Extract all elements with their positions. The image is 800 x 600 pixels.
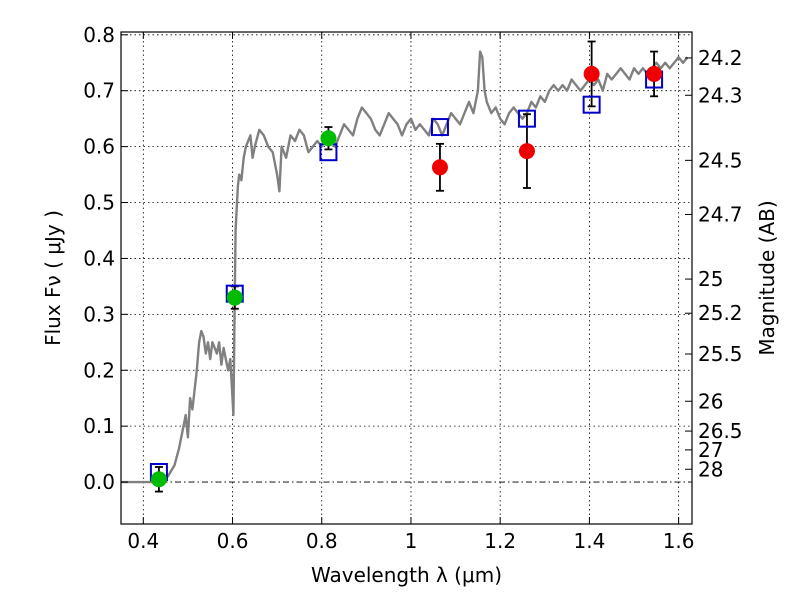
y-tick-label: 0.6 (83, 135, 115, 159)
x-tick-label: 1.4 (573, 529, 605, 553)
mag-tick-label: 26 (698, 389, 723, 413)
mag-tick-label: 27 (698, 438, 723, 462)
observed-point-green (150, 471, 167, 488)
x-tick-label: 1.6 (663, 529, 695, 553)
mag-tick-label: 24.3 (698, 83, 743, 107)
observed-point-red (518, 143, 535, 160)
y-tick-label: 0.5 (83, 191, 115, 215)
x-tick-label: 0.6 (217, 529, 249, 553)
x-tick-label: 1.2 (484, 529, 516, 553)
mag-tick-label: 24.5 (698, 148, 743, 172)
observed-point-layer (150, 65, 663, 488)
grid (121, 32, 692, 524)
mag-tick-label: 26.5 (698, 419, 743, 443)
mag-tick-label: 25.2 (698, 301, 743, 325)
mag-tick-label: 24.2 (698, 46, 743, 70)
model-band-box (582, 95, 601, 114)
x-tick-label: 0.8 (306, 529, 338, 553)
mag-tick-label: 28 (698, 457, 723, 481)
x-tick-label: 1 (405, 529, 418, 553)
y-tick-label: 0.3 (83, 302, 115, 326)
mag-tick-label: 24.7 (698, 202, 743, 226)
model-band-box (430, 118, 449, 137)
plot-frame (120, 31, 693, 525)
observed-point-red (583, 65, 600, 82)
y-tick-label: 0.1 (83, 414, 115, 438)
x-tick-label: 0.4 (127, 529, 159, 553)
y-tick-label: 0.0 (83, 470, 115, 494)
y-axis-label: Flux Fν ( μJy ) (41, 210, 65, 346)
observed-point-red (646, 65, 663, 82)
y-tick-label: 0.8 (83, 23, 115, 47)
observed-point-green (320, 130, 337, 147)
mag-tick-label: 25.5 (698, 342, 743, 366)
x-axis-label: Wavelength λ (μm) (311, 563, 502, 587)
y-tick-label: 0.4 (83, 246, 115, 270)
model-spectrum-line (121, 50, 689, 484)
y-tick-label: 0.2 (83, 358, 115, 382)
tick-layer (121, 32, 692, 524)
model-spectrum-layer (121, 50, 689, 484)
y-tick-label: 0.7 (83, 79, 115, 103)
tick-label-layer: 0.4 0.6 0.8 1 1.2 1.4 1.6 0.0 0.1 0.2 0.3 0.4 0.5 0.6… (83, 23, 742, 553)
observed-point-green (226, 289, 243, 306)
model-band-box (517, 109, 536, 128)
y2-axis-label: Magnitude (AB) (755, 200, 779, 355)
observed-point-red (431, 159, 448, 176)
mag-tick-label: 25 (698, 267, 723, 291)
